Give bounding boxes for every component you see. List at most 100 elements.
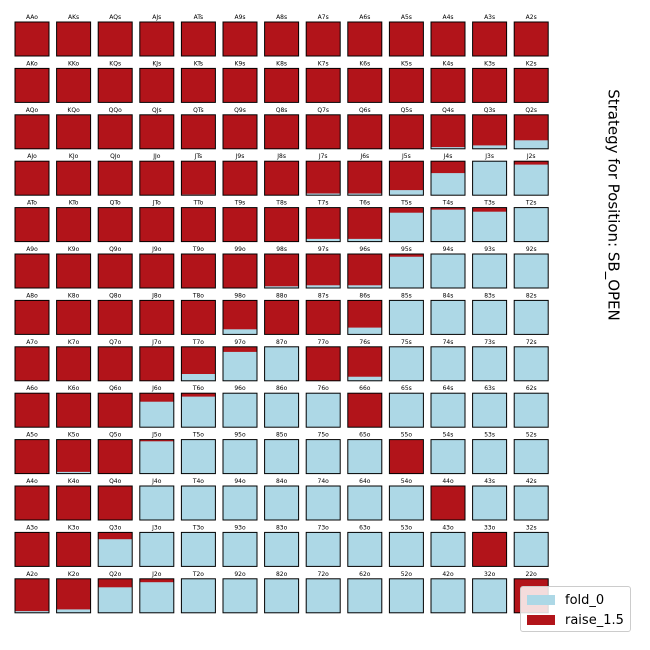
hand-label: AJo xyxy=(27,153,37,160)
cell-raise-J5o xyxy=(139,439,174,442)
cell-border-44o xyxy=(430,485,466,521)
hand-label: A5s xyxy=(401,14,412,21)
hand-label: AAo xyxy=(26,14,38,21)
cell-fold-65s xyxy=(389,393,424,428)
cell-fold-93o xyxy=(223,532,257,567)
hand-label: KQs xyxy=(109,60,121,67)
hand-label: 75s xyxy=(401,339,412,346)
cell-raise-JTo xyxy=(139,207,174,242)
hand-label: 83s xyxy=(484,292,495,299)
cell-raise-A9s xyxy=(223,22,257,56)
cell-fold-32s xyxy=(514,532,549,567)
cell-border-AKo xyxy=(14,67,50,103)
cell-border-52o xyxy=(388,578,424,614)
hand-label: K5o xyxy=(68,432,80,439)
cell-border-T2s xyxy=(513,207,549,243)
hand-label: K7o xyxy=(68,339,80,346)
cell-border-KTs xyxy=(180,67,216,103)
cell-border-99o xyxy=(222,253,258,289)
cell-border-T7s xyxy=(305,207,341,243)
cell-raise-A5s xyxy=(389,22,424,56)
cell-raise-A6o xyxy=(15,393,49,428)
cell-border-95s xyxy=(388,253,424,289)
cell-fold-86o xyxy=(264,393,299,428)
cell-border-97o xyxy=(222,346,258,382)
cell-border-ATo xyxy=(14,207,50,243)
cell-border-72o xyxy=(305,578,341,614)
cell-raise-K6s xyxy=(347,68,382,103)
cell-raise-AKs xyxy=(56,22,91,56)
hand-label: KTs xyxy=(194,60,203,67)
hand-label: Q8o xyxy=(109,292,122,299)
cell-raise-T8o xyxy=(181,300,216,335)
cell-border-76s xyxy=(347,346,383,382)
cell-raise-K2s xyxy=(514,68,549,103)
cell-border-94o xyxy=(222,485,258,521)
cell-raise-QQo xyxy=(98,114,133,149)
hand-label: AQo xyxy=(26,107,39,114)
hand-label: J2s xyxy=(526,153,536,160)
cell-fold-85s xyxy=(389,300,424,335)
hand-label: J6o xyxy=(151,385,162,392)
hand-label: A9s xyxy=(234,14,245,21)
hand-label: A9o xyxy=(26,246,38,253)
hand-label: J3s xyxy=(484,153,494,160)
cell-border-K9s xyxy=(222,67,258,103)
cell-raise-Q6s xyxy=(347,114,382,149)
cell-raise-33o xyxy=(472,532,507,567)
hand-label: 94s xyxy=(443,246,454,253)
cell-border-Q6o xyxy=(97,392,133,428)
hand-label: 64s xyxy=(443,385,454,392)
cell-border-T3s xyxy=(472,207,508,243)
cell-fold-75s xyxy=(389,346,424,381)
hand-label: J8s xyxy=(276,153,286,160)
cell-raise-A3s xyxy=(472,22,507,56)
cell-fold-52s xyxy=(514,439,549,474)
cell-raise-J6o xyxy=(139,393,174,402)
cell-raise-Q7o xyxy=(98,346,133,381)
hand-label: T8s xyxy=(275,200,287,207)
cell-raise-K5s xyxy=(389,68,424,103)
cell-fold-94o xyxy=(223,486,257,520)
cell-raise-98s xyxy=(264,254,299,287)
cell-raise-T5s xyxy=(389,207,424,213)
cell-border-J4o xyxy=(139,485,175,521)
cell-border-J6s xyxy=(347,160,383,196)
cell-border-A5o xyxy=(14,439,50,475)
cell-raise-97s xyxy=(306,254,341,286)
hand-label: K5s xyxy=(401,60,412,67)
hand-label: 97o xyxy=(234,339,246,346)
hand-label: 52o xyxy=(401,571,413,578)
cell-border-A9o xyxy=(14,253,50,289)
cell-raise-J7s xyxy=(306,161,341,194)
cell-fold-T6o xyxy=(181,393,216,428)
hand-label: T5o xyxy=(192,432,204,439)
hand-label: 65s xyxy=(401,385,412,392)
cell-fold-62s xyxy=(514,393,549,428)
cell-border-43s xyxy=(472,485,508,521)
cell-raise-T8s xyxy=(264,207,299,242)
cell-fold-72o xyxy=(306,578,341,613)
cell-raise-55o xyxy=(389,439,424,474)
cell-fold-53s xyxy=(472,439,507,474)
hand-label: TTo xyxy=(192,200,203,207)
cell-raise-J9s xyxy=(223,161,257,196)
cell-border-74o xyxy=(305,485,341,521)
cell-border-74s xyxy=(430,346,466,382)
cell-raise-K7o xyxy=(56,346,91,381)
hand-label: K4o xyxy=(68,478,80,485)
hand-label: 82o xyxy=(276,571,288,578)
cell-raise-KTs xyxy=(181,68,216,103)
hand-label: A3s xyxy=(484,14,495,21)
hand-label: J2o xyxy=(151,571,162,578)
cell-raise-JTs xyxy=(181,161,216,195)
cell-border-62o xyxy=(347,578,383,614)
cell-raise-T6s xyxy=(347,207,382,239)
hand-label: Q5o xyxy=(109,432,122,439)
cell-border-K4s xyxy=(430,67,466,103)
hand-label: 87o xyxy=(276,339,288,346)
hand-label: QJs xyxy=(152,107,162,114)
cell-border-86s xyxy=(347,299,383,335)
cell-border-T5s xyxy=(388,207,424,243)
cell-fold-63o xyxy=(347,532,382,567)
